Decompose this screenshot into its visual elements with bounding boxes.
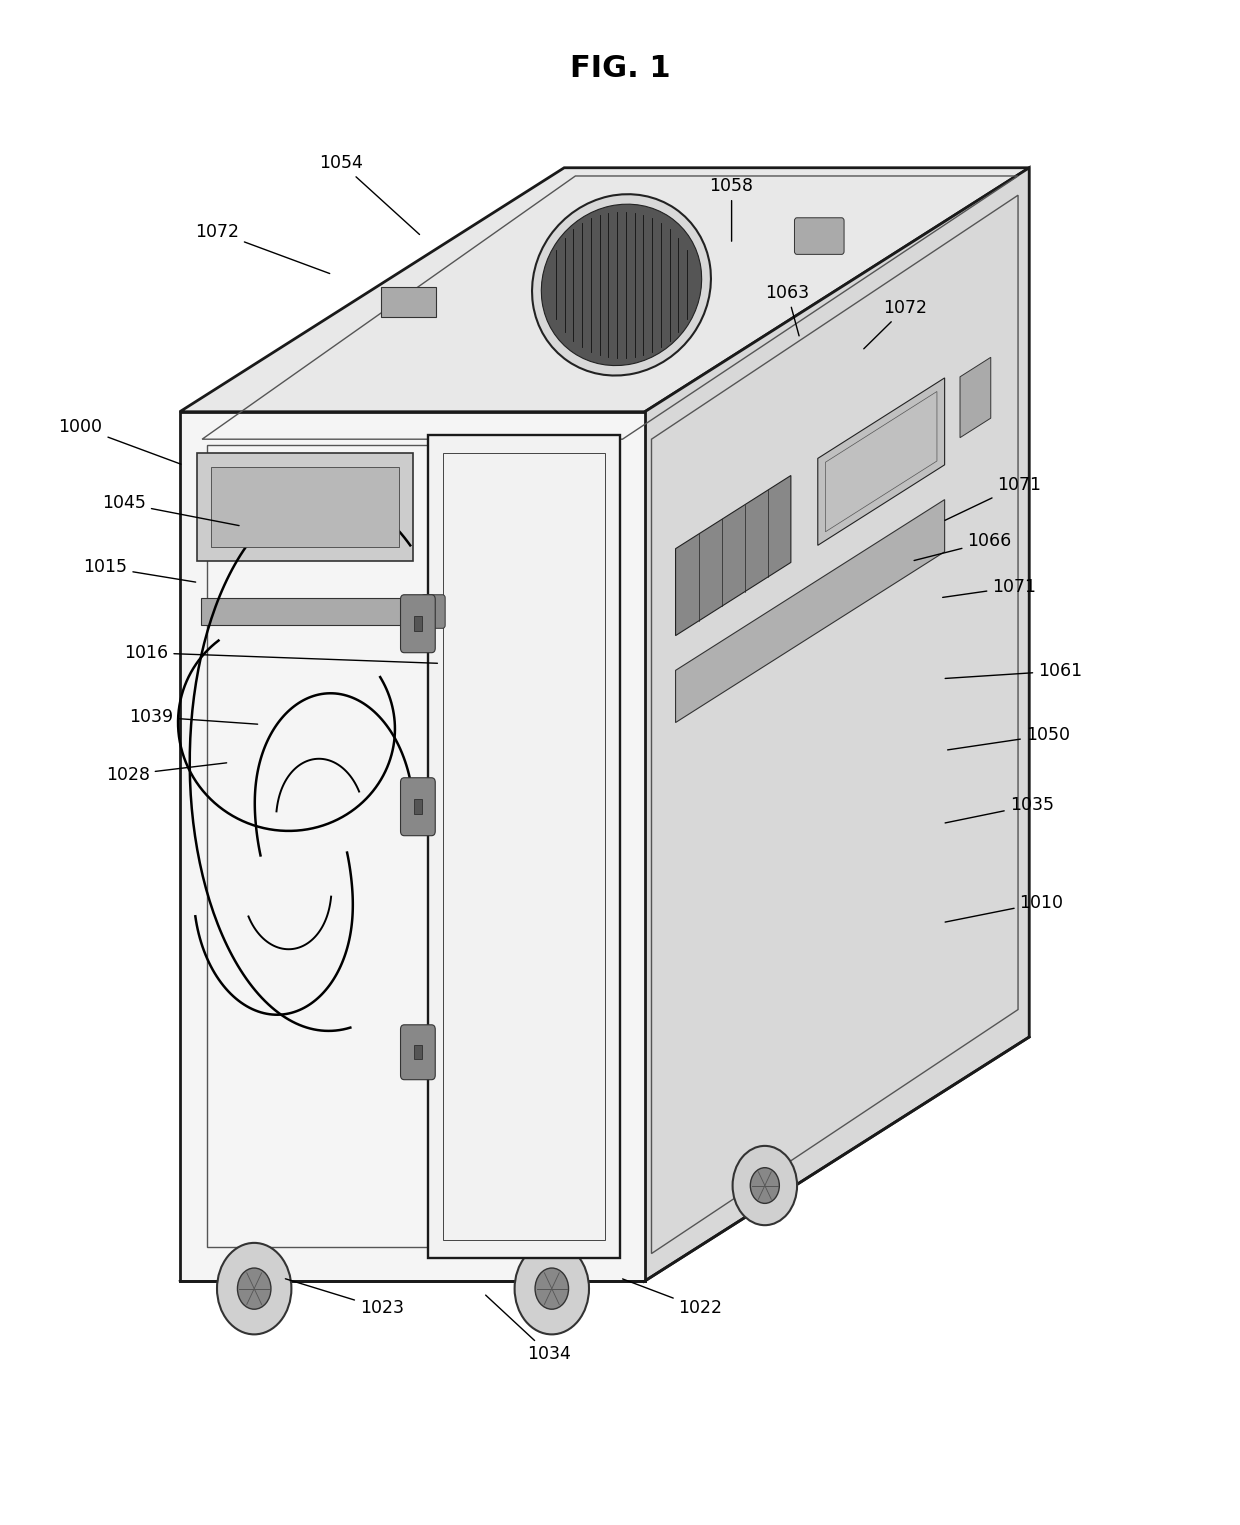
Text: 1072: 1072 (195, 223, 330, 273)
Bar (414, 799, 422, 814)
Text: 1072: 1072 (864, 299, 928, 349)
FancyBboxPatch shape (197, 453, 413, 561)
Text: 1050: 1050 (947, 726, 1070, 750)
Text: FIG. 1: FIG. 1 (569, 53, 671, 84)
Text: 1023: 1023 (285, 1279, 404, 1318)
Text: 1045: 1045 (102, 494, 239, 526)
Polygon shape (676, 500, 945, 723)
Circle shape (750, 1168, 780, 1203)
Text: 1015: 1015 (83, 558, 196, 583)
Polygon shape (676, 476, 791, 636)
Ellipse shape (532, 194, 711, 375)
Circle shape (515, 1243, 589, 1334)
Text: 1000: 1000 (58, 418, 181, 464)
Polygon shape (180, 168, 1029, 412)
Polygon shape (180, 412, 645, 1281)
Circle shape (217, 1243, 291, 1334)
Bar (201, 598, 422, 625)
Polygon shape (818, 378, 945, 546)
Text: 1022: 1022 (622, 1279, 723, 1318)
Text: 1071: 1071 (942, 578, 1037, 598)
Text: 1054: 1054 (319, 154, 419, 235)
Ellipse shape (542, 204, 702, 366)
FancyBboxPatch shape (795, 218, 844, 255)
Text: 1010: 1010 (945, 894, 1064, 923)
FancyBboxPatch shape (422, 595, 445, 628)
Bar (414, 1046, 422, 1058)
Text: 1016: 1016 (124, 644, 438, 663)
Text: 1035: 1035 (945, 796, 1054, 824)
Text: 1028: 1028 (105, 762, 227, 784)
Circle shape (534, 1269, 568, 1308)
Text: 1071: 1071 (945, 476, 1042, 520)
Polygon shape (960, 357, 991, 438)
FancyBboxPatch shape (401, 1025, 435, 1080)
FancyBboxPatch shape (401, 595, 435, 653)
Text: 1034: 1034 (486, 1295, 572, 1363)
Circle shape (237, 1269, 272, 1308)
Text: 1058: 1058 (709, 177, 754, 241)
Polygon shape (428, 435, 620, 1258)
Bar (382, 287, 436, 317)
Bar (211, 467, 399, 547)
FancyBboxPatch shape (401, 778, 435, 836)
Bar (414, 616, 422, 631)
Text: 1063: 1063 (765, 284, 810, 336)
Circle shape (733, 1145, 797, 1225)
Text: 1061: 1061 (945, 662, 1083, 680)
Text: 1066: 1066 (914, 532, 1012, 561)
Text: 1039: 1039 (129, 708, 258, 726)
Polygon shape (645, 168, 1029, 1281)
